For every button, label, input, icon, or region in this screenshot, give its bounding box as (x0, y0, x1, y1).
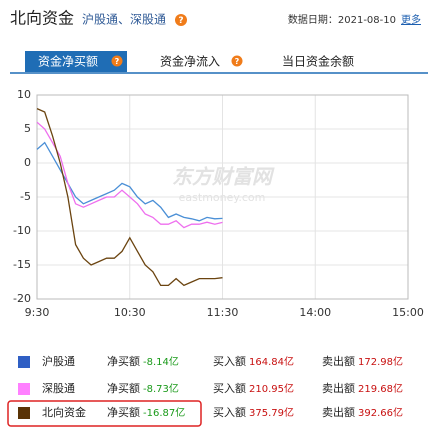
legend-swatch (18, 356, 30, 368)
sell-label: 卖出额 (322, 381, 355, 395)
chart: 东方财富网eastmoney.com1050-5-10-15-209:3010:… (13, 88, 424, 319)
y-tick-label: -20 (13, 292, 31, 305)
legend-name: 深股通 (42, 382, 75, 395)
y-tick-label: -10 (13, 224, 31, 237)
tab-label[interactable]: 资金净买额 (38, 54, 98, 69)
x-tick-label: 11:30 (207, 306, 239, 319)
sell-value: 219.68亿 (358, 382, 403, 395)
x-tick-label: 10:30 (114, 306, 146, 319)
help-icon[interactable] (175, 14, 187, 26)
sell-label: 卖出额 (322, 405, 355, 419)
watermark: 东方财富网 (172, 165, 275, 189)
help-icon[interactable] (111, 55, 123, 67)
plot-frame (36, 94, 409, 300)
net-label: 净买额 (107, 381, 140, 395)
y-tick-label: -5 (20, 190, 31, 203)
x-tick-label: 14:00 (299, 306, 331, 319)
y-tick-label: 5 (24, 122, 31, 135)
legend-name: 沪股通 (42, 354, 75, 368)
date: 数据日期：2021-08-10 (288, 13, 396, 26)
sell-value: 392.66亿 (358, 406, 403, 419)
net-value: -8.14亿 (143, 355, 179, 368)
buy-value: 210.95亿 (249, 382, 294, 395)
series-line (36, 108, 223, 287)
help-icon[interactable] (231, 55, 243, 67)
legend-swatch (18, 407, 30, 419)
help-mark: ? (115, 57, 120, 66)
sell-value: 172.98亿 (358, 355, 403, 368)
y-tick-label: 10 (17, 88, 31, 101)
buy-value: 375.79亿 (249, 406, 294, 419)
buy-value: 164.84亿 (249, 355, 294, 368)
y-tick-label: -15 (13, 258, 31, 271)
tab-label[interactable]: 当日资金余额 (282, 54, 354, 69)
highlight-box (7, 400, 202, 427)
sell-label: 卖出额 (322, 354, 355, 368)
x-tick-label: 15:00 (392, 306, 424, 319)
legend-swatch (18, 383, 30, 395)
tab-active[interactable] (25, 51, 127, 72)
net-label: 净买额 (107, 405, 140, 419)
more-link[interactable]: 更多 (401, 13, 421, 26)
title: 北向资金 (10, 9, 74, 28)
buy-label: 买入额 (213, 382, 246, 395)
series-line (36, 121, 223, 229)
tab-label[interactable]: 资金净流入 (160, 54, 220, 69)
y-tick-label: 0 (24, 156, 31, 169)
net-label: 净买额 (107, 354, 140, 368)
x-tick-label: 9:30 (25, 306, 50, 319)
help-mark: ? (235, 57, 240, 66)
help-mark: ? (178, 16, 183, 26)
buy-label: 买入额 (213, 355, 246, 368)
net-value: -16.87亿 (143, 406, 185, 419)
net-value: -8.73亿 (143, 382, 179, 395)
legend-name: 北向资金 (42, 405, 86, 419)
buy-label: 买入额 (213, 406, 246, 419)
subtitle: 沪股通、深股通 (82, 13, 166, 27)
